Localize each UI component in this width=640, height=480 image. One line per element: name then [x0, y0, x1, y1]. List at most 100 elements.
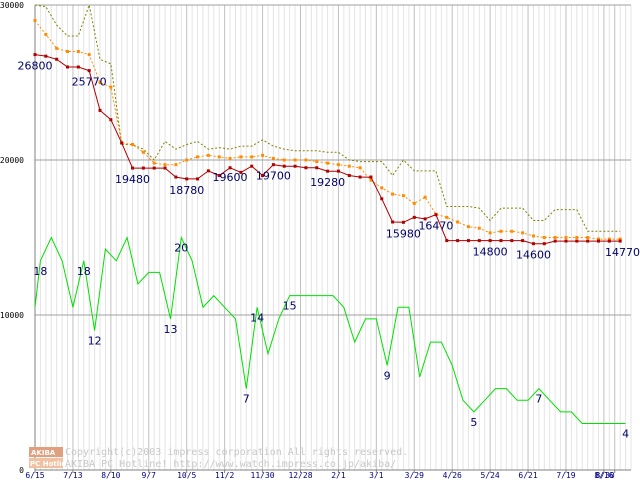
- data-point-min: [542, 242, 546, 246]
- data-point-average: [456, 220, 460, 224]
- data-point-min: [499, 239, 503, 243]
- data-point-min: [282, 164, 286, 168]
- x-tick-label: 7/13: [63, 471, 82, 480]
- data-point-min: [271, 163, 275, 167]
- data-point-average: [326, 161, 330, 165]
- count-label: 4: [622, 428, 629, 441]
- data-point-min: [326, 169, 330, 173]
- x-tick-label: 11/2: [215, 471, 234, 480]
- labels-layer: 26800 25770 19480 18780 19600 19700 19280 15980…: [18, 60, 640, 441]
- data-point-average: [445, 215, 449, 219]
- data-point-min: [466, 239, 470, 243]
- data-point-min: [76, 65, 80, 69]
- count-label: 15: [283, 300, 297, 313]
- data-point-min: [391, 220, 395, 224]
- data-point-min: [131, 166, 135, 170]
- data-point-average: [423, 195, 427, 199]
- price-label: 19600: [213, 171, 248, 184]
- data-point-average: [217, 155, 221, 159]
- data-point-average: [466, 225, 470, 229]
- data-point-average: [358, 166, 362, 170]
- data-point-min: [380, 197, 384, 201]
- badge-bottom-box: [29, 458, 63, 468]
- data-point-min: [239, 170, 243, 174]
- price-label: 25770: [72, 76, 107, 89]
- data-point-min: [510, 239, 514, 243]
- data-point-average: [55, 46, 59, 50]
- price-label: 19280: [310, 176, 345, 189]
- data-point-min: [521, 239, 525, 243]
- data-point-average: [152, 161, 156, 165]
- data-point-average: [336, 163, 340, 167]
- data-point-average: [76, 50, 80, 53]
- data-point-average: [564, 236, 568, 239]
- data-point-average: [510, 229, 514, 233]
- data-point-min: [336, 169, 340, 173]
- data-point-average: [575, 236, 579, 239]
- data-point-average: [109, 85, 113, 89]
- price-label: 14770: [605, 246, 640, 259]
- data-point-average: [66, 50, 70, 53]
- data-point-min: [196, 177, 200, 181]
- credit-text: AKIBA PC Hotline! http://www.watch.impre…: [65, 459, 396, 470]
- data-point-min: [174, 175, 178, 179]
- data-point-min: [261, 174, 265, 177]
- copyright-text: Copyright(c)2003 impress corporation All…: [65, 447, 408, 458]
- data-point-min: [293, 164, 297, 168]
- data-point-average: [315, 160, 319, 164]
- data-point-min: [401, 220, 405, 224]
- x-tick-label: 4/26: [443, 471, 462, 480]
- data-point-min: [152, 166, 156, 170]
- data-point-min: [185, 177, 189, 181]
- data-point-average: [98, 81, 102, 84]
- data-point-min: [618, 239, 622, 243]
- x-tick-label: 5/24: [480, 471, 499, 480]
- badge-top-text: AKIBA: [31, 449, 56, 457]
- data-point-average: [174, 163, 178, 167]
- data-point-min: [607, 239, 611, 243]
- data-point-average: [347, 164, 351, 168]
- data-point-average: [607, 237, 611, 241]
- data-point-average: [380, 186, 384, 190]
- data-point-average: [293, 158, 297, 162]
- data-point-average: [499, 229, 503, 233]
- data-point-min: [434, 213, 438, 217]
- price-label: 14600: [516, 249, 551, 262]
- x-tick-label: 10/5: [177, 471, 196, 480]
- data-point-average: [196, 155, 200, 159]
- data-point-average: [369, 178, 373, 182]
- count-label: 18: [33, 265, 47, 278]
- data-point-average: [553, 236, 557, 239]
- data-point-min: [163, 166, 167, 170]
- data-point-average: [87, 53, 91, 57]
- data-point-average: [271, 156, 275, 160]
- data-point-min: [66, 65, 70, 69]
- data-point-min: [217, 174, 221, 177]
- data-point-min: [531, 242, 535, 246]
- data-point-min: [87, 69, 91, 73]
- data-point-average: [141, 150, 145, 154]
- data-point-average: [163, 163, 167, 167]
- count-label: 7: [535, 393, 542, 406]
- count-label: 7: [243, 393, 250, 406]
- data-point-min: [250, 164, 254, 168]
- x-tick-label: 9/7: [142, 471, 157, 480]
- data-point-average: [531, 234, 535, 238]
- count-label: 20: [174, 242, 188, 255]
- data-point-min: [358, 175, 362, 179]
- data-point-min: [55, 57, 59, 61]
- x-tick-label: 6/15: [25, 471, 44, 480]
- data-point-min: [33, 53, 37, 57]
- data-point-average: [185, 158, 189, 162]
- count-label: 14: [250, 311, 264, 324]
- data-point-average: [618, 237, 622, 241]
- price-label: 16470: [418, 220, 453, 233]
- data-point-min: [109, 118, 113, 122]
- count-label: 13: [163, 323, 177, 336]
- data-point-average: [131, 143, 135, 146]
- data-point-average: [391, 192, 395, 196]
- x-tick-label: 8/16: [594, 471, 613, 480]
- series-layer: [33, 3, 626, 424]
